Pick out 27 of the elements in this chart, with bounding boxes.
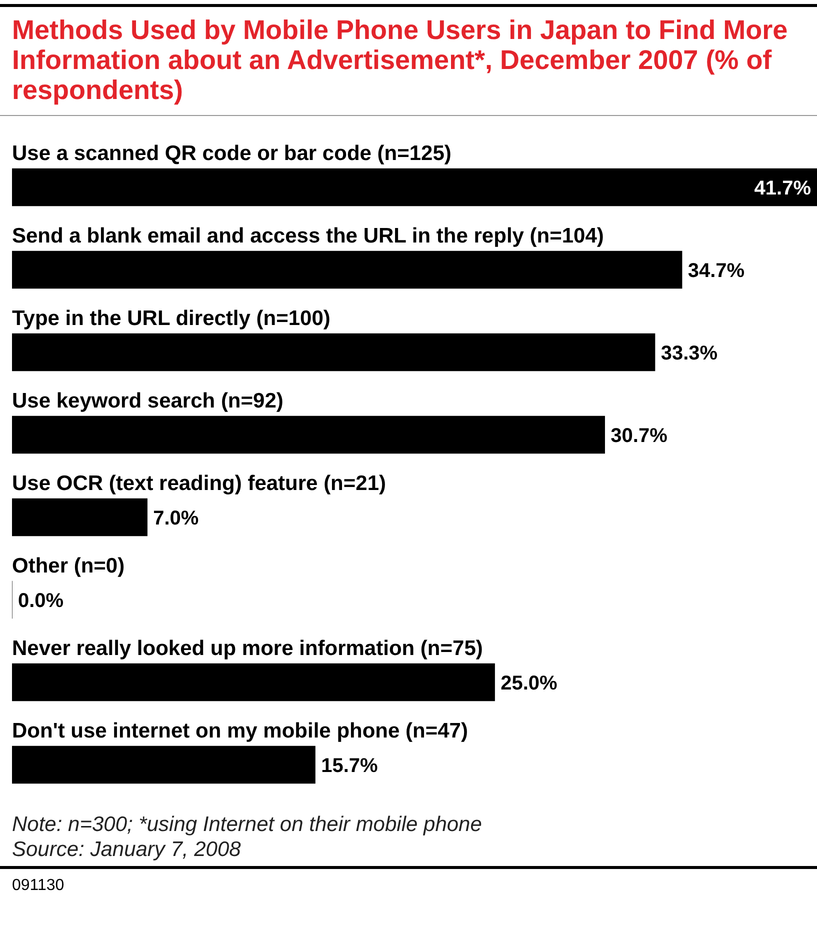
- bar: [12, 498, 148, 536]
- text: Note: n=300; *using Internet on their mobile phone: [12, 812, 483, 837]
- source-note: Source: January 7, 2008: [12, 837, 242, 862]
- y-tick-label: Use OCR (text reading) feature (n=21): [12, 472, 386, 495]
- data-label: 25.0%: [500, 672, 558, 694]
- data-label: 30.7%: [610, 424, 668, 447]
- y-tick-label: Type in the URL directly (n=100): [12, 306, 330, 330]
- bar: [12, 168, 817, 206]
- y-tick-label: Use a scanned QR code or bar code (n=125): [12, 142, 452, 165]
- y-tick-label: Send a blank email and access the URL in the reply (n=104): [12, 224, 604, 248]
- text: 091130: [12, 877, 66, 895]
- y-tick-label: Other (n=0): [12, 554, 125, 578]
- data-label: 0.0%: [18, 590, 64, 612]
- data-label: 15.7%: [321, 754, 378, 777]
- y-tick-label: Never really looked up more information (n=75): [12, 636, 483, 660]
- bar: [12, 663, 495, 702]
- bar: [12, 746, 316, 784]
- bar: [12, 416, 605, 454]
- data-label: 33.3%: [660, 342, 718, 364]
- data-label: 7.0%: [153, 507, 199, 530]
- y-tick-label: Use keyword search (n=92): [12, 389, 284, 412]
- chart-title: Methods Used by Mobile Phone Users in Japan to Find More Information about an Advertisement*, December 2007 (% of respondents): [0, 4, 817, 116]
- data-label: 34.7%: [688, 260, 745, 282]
- data-label: 41.7%: [754, 177, 812, 200]
- bar: [12, 333, 656, 372]
- bar: [12, 250, 682, 289]
- y-tick-label: Don't use internet on my mobile phone (n=47): [12, 719, 468, 742]
